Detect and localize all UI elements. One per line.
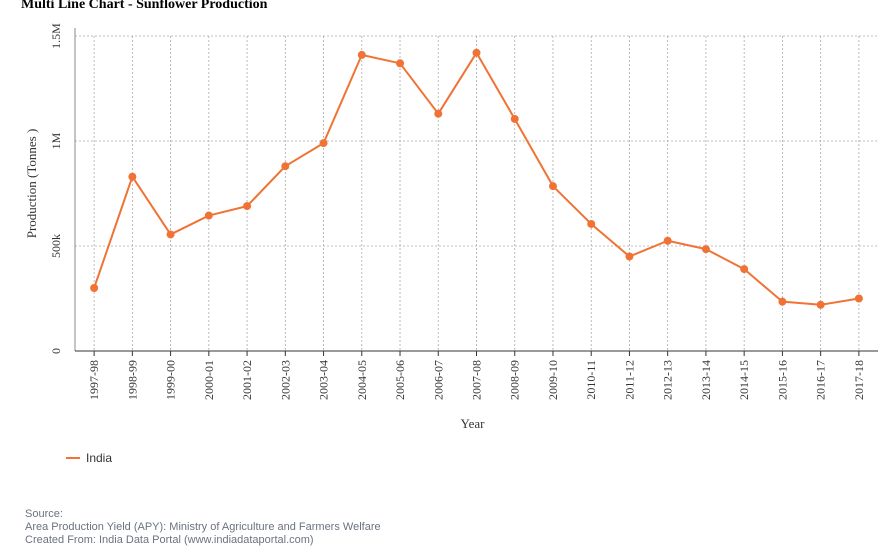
x-tick-label: 1999-00 (164, 360, 178, 400)
data-point (128, 172, 137, 181)
x-tick-label: 2007-08 (470, 360, 484, 400)
data-point (816, 300, 825, 309)
data-point (778, 297, 787, 306)
x-tick-label: 2017-18 (852, 360, 866, 400)
x-tick-label: 2011-12 (622, 360, 636, 400)
data-point (740, 265, 749, 274)
source-line-1: Area Production Yield (APY): Ministry of… (25, 521, 381, 533)
x-tick-label: 2016-17 (814, 360, 828, 400)
x-tick-label: 2013-14 (699, 360, 713, 400)
data-point (510, 114, 519, 123)
data-point (90, 284, 99, 292)
data-point (396, 59, 405, 68)
x-tick-label: 2004-05 (355, 360, 369, 400)
x-tick-label: 2008-09 (508, 360, 522, 400)
y-tick-label: 1.5M (49, 23, 63, 49)
data-point (587, 219, 596, 228)
data-point (166, 230, 175, 239)
chart-title: Multi Line Chart - Sunflower Production (21, 0, 268, 12)
data-point (357, 50, 366, 59)
x-tick-label: 2009-10 (546, 360, 560, 400)
legend-swatch-india (66, 457, 80, 459)
data-point (472, 48, 481, 57)
legend[interactable]: India (66, 451, 112, 465)
x-tick-label: 2006-07 (431, 360, 445, 400)
y-tick-label: 1M (49, 132, 63, 149)
x-tick-label: 2000-01 (202, 360, 216, 400)
data-point (663, 236, 672, 245)
data-point (204, 211, 213, 220)
y-tick-label: 500k (49, 234, 63, 258)
data-point (281, 162, 290, 171)
data-point (243, 202, 252, 211)
x-tick-label: 2010-11 (584, 360, 598, 400)
line-chart: 0 500k 1M 1.5M 1997-98 1998-99 1999-00 2000-01 2… (24, 23, 878, 431)
data-point (319, 139, 328, 148)
x-tick-label: 1997-98 (87, 360, 101, 400)
x-tick-label: 2005-06 (393, 360, 407, 400)
x-tick-label: 2012-13 (661, 360, 675, 400)
data-point (625, 252, 634, 261)
data-point (701, 245, 710, 254)
data-point (434, 109, 443, 118)
x-axis-title: Year (461, 416, 486, 431)
legend-label: India (86, 451, 113, 465)
y-axis-title: Production (Tonnes ) (24, 129, 39, 239)
data-point (854, 294, 863, 303)
x-tick-label: 2014-15 (737, 360, 751, 400)
x-tick-label: 1998-99 (125, 360, 139, 400)
x-tick-label: 2003-04 (317, 360, 331, 400)
source-note: Source: Area Production Yield (APY): Min… (25, 508, 381, 547)
x-tick-label: 2002-03 (278, 360, 292, 400)
x-tick-label: 2015-16 (775, 360, 789, 400)
y-tick-label: 0 (49, 348, 63, 354)
source-heading: Source: (25, 508, 63, 520)
source-line-2: Created From: India Data Portal (www.ind… (25, 534, 314, 546)
x-tick-label: 2001-02 (240, 360, 254, 400)
data-point (548, 182, 557, 191)
